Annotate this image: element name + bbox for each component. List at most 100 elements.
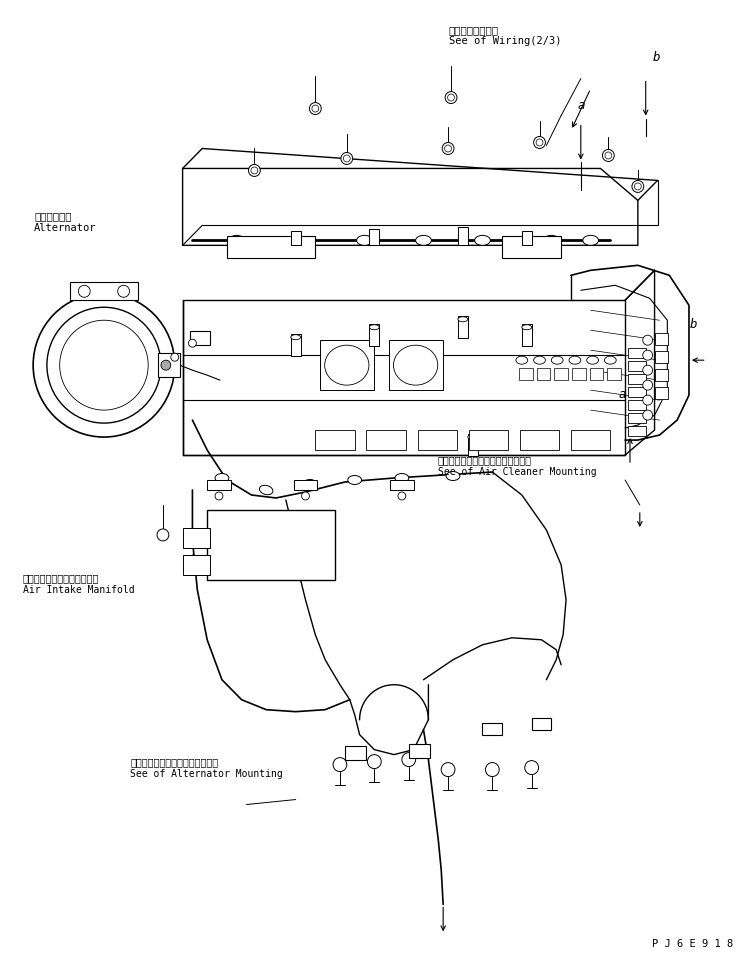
Circle shape (188, 339, 197, 347)
Bar (628, 348, 646, 359)
Bar (608, 368, 621, 380)
Circle shape (643, 350, 653, 360)
Bar (520, 430, 559, 450)
Ellipse shape (325, 345, 369, 385)
Circle shape (312, 105, 319, 112)
Circle shape (269, 533, 293, 557)
Text: Alternator: Alternator (34, 223, 96, 234)
Ellipse shape (252, 524, 310, 565)
Circle shape (215, 492, 223, 500)
Ellipse shape (587, 357, 599, 364)
Text: a: a (619, 388, 626, 401)
Ellipse shape (215, 474, 229, 483)
Ellipse shape (516, 357, 528, 364)
Circle shape (343, 155, 350, 162)
Circle shape (536, 139, 543, 146)
Text: a: a (578, 100, 585, 112)
Bar (537, 368, 550, 380)
Ellipse shape (522, 325, 532, 329)
Bar (207, 480, 230, 490)
Ellipse shape (551, 357, 563, 364)
Circle shape (447, 94, 455, 101)
Circle shape (251, 167, 258, 174)
Circle shape (117, 285, 130, 297)
Circle shape (157, 529, 169, 541)
Bar (571, 430, 611, 450)
Bar (628, 400, 646, 410)
Circle shape (309, 103, 322, 114)
Bar (468, 434, 477, 456)
Circle shape (634, 183, 642, 190)
Text: See of Air Cleaner Mounting: See of Air Cleaner Mounting (437, 467, 596, 477)
Text: b: b (653, 51, 660, 64)
Bar (628, 361, 646, 371)
Text: ワイヤリング参照: ワイヤリング参照 (449, 25, 498, 35)
Bar (628, 426, 646, 436)
Circle shape (602, 149, 614, 162)
Circle shape (33, 294, 175, 437)
Bar (316, 430, 355, 450)
Bar (291, 334, 300, 357)
Circle shape (248, 165, 261, 176)
Circle shape (643, 395, 653, 405)
Bar (458, 316, 468, 338)
Ellipse shape (394, 345, 437, 385)
Text: b: b (689, 318, 697, 331)
Ellipse shape (458, 317, 468, 322)
Ellipse shape (357, 235, 373, 245)
Circle shape (643, 365, 653, 375)
Circle shape (632, 180, 644, 193)
Circle shape (643, 410, 653, 421)
Text: See of Alternator Mounting: See of Alternator Mounting (130, 769, 283, 779)
Bar (409, 743, 431, 758)
Text: オルタネータマウンティング参照: オルタネータマウンティング参照 (130, 758, 218, 767)
Bar (370, 230, 380, 245)
Circle shape (441, 763, 455, 776)
Bar (158, 353, 180, 377)
Bar (654, 333, 669, 345)
Circle shape (444, 145, 452, 152)
Bar (572, 368, 586, 380)
Bar (554, 368, 568, 380)
Bar (418, 430, 457, 450)
Bar (502, 236, 561, 259)
Circle shape (341, 152, 352, 165)
Circle shape (333, 758, 347, 771)
Ellipse shape (229, 235, 245, 245)
Circle shape (643, 335, 653, 345)
Circle shape (605, 152, 611, 159)
Circle shape (534, 137, 545, 148)
Bar (654, 369, 669, 381)
Text: オルタネータ: オルタネータ (34, 211, 72, 222)
Bar (191, 331, 210, 345)
Ellipse shape (260, 485, 273, 495)
Text: Air Intake Manifold: Air Intake Manifold (23, 585, 135, 595)
Ellipse shape (544, 235, 559, 245)
Ellipse shape (569, 357, 581, 364)
Bar (468, 430, 508, 450)
Circle shape (161, 360, 171, 370)
Ellipse shape (348, 476, 361, 484)
Bar (370, 325, 380, 346)
Text: See of Wiring(2/3): See of Wiring(2/3) (449, 37, 561, 47)
Text: P J 6 E 9 1 8: P J 6 E 9 1 8 (652, 939, 733, 950)
Ellipse shape (583, 235, 599, 245)
Bar (320, 340, 374, 391)
Bar (519, 368, 532, 380)
Bar (182, 555, 210, 575)
Ellipse shape (605, 357, 616, 364)
Text: エアーインテークマニホルド: エアーインテークマニホルド (23, 574, 99, 583)
Circle shape (89, 350, 119, 380)
Circle shape (445, 91, 457, 104)
Bar (522, 325, 532, 346)
Circle shape (398, 492, 406, 500)
Bar (227, 236, 316, 259)
Circle shape (59, 320, 148, 410)
Bar (628, 374, 646, 384)
Bar (69, 282, 139, 300)
Bar (628, 413, 646, 423)
Circle shape (47, 307, 161, 423)
Text: エアークリーナマウンティング参照: エアークリーナマウンティング参照 (437, 455, 532, 465)
Bar (458, 228, 468, 245)
Bar (654, 388, 669, 399)
